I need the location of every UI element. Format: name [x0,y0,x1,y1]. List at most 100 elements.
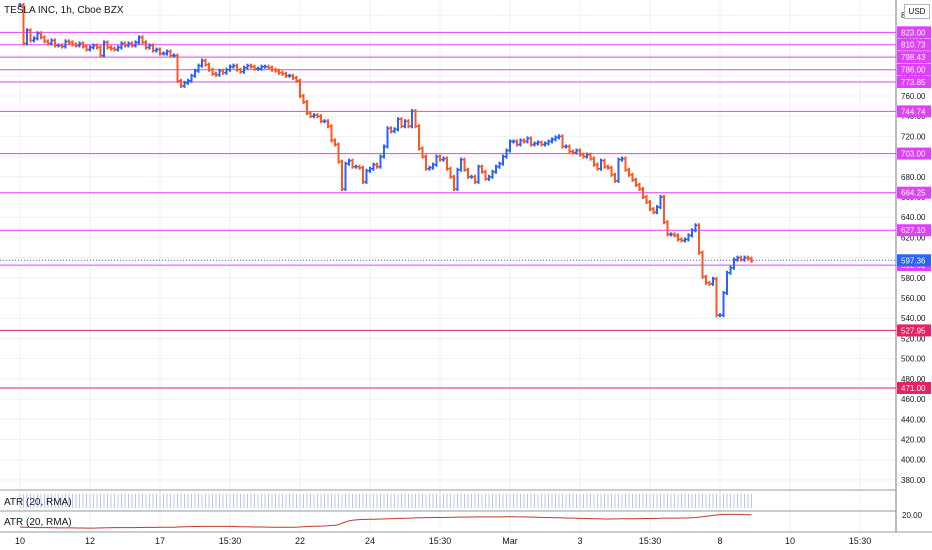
price-bar [413,109,418,129]
y-tick-label: 620.00 [901,233,926,242]
last-price-tag [897,254,931,267]
price-bar [25,28,29,46]
price-bar [305,100,309,116]
x-tick-label: 17 [155,536,165,546]
price-bar [284,71,288,78]
price-bar [609,165,614,177]
price-bar [595,162,600,171]
price-bar [529,136,533,147]
price-bar [508,139,512,153]
level-price-label: 773.85 [901,78,926,87]
level-price-tag [897,63,931,76]
y-tick-label: 520.00 [901,334,926,343]
price-bar [620,156,624,162]
level-price-tag [897,51,931,64]
currency-badge[interactable]: USD [904,4,930,19]
price-bar [56,43,61,48]
price-bar [525,136,530,144]
price-bar [539,140,544,147]
price-bar [329,124,334,143]
price-bar [315,113,320,119]
price-bar [644,194,649,205]
level-price-tag [897,186,931,199]
price-bar [333,138,337,147]
price-bar [74,42,78,48]
atr-value-label: 20.00 [902,511,923,520]
price-bar [518,138,523,147]
level-price-label: 664.25 [901,189,926,198]
price-bar [137,35,141,45]
price-bar [707,280,712,286]
price-bar [693,223,698,233]
price-bar [196,63,201,73]
price-bar [613,172,617,183]
price-bar [515,139,519,147]
price-bar [231,63,236,69]
price-bar [718,313,722,318]
price-bar [469,174,474,179]
y-tick-label: 480.00 [901,375,926,384]
price-bar [228,64,232,72]
y-tick-label: 640.00 [901,213,926,222]
price-bar [375,162,379,169]
level-price-label: 744.74 [901,107,926,116]
price-bar [53,38,57,48]
y-tick-label: 500.00 [901,355,926,364]
price-bar [350,158,355,169]
price-bar [361,165,365,184]
price-bar [473,174,477,184]
price-bar [165,49,169,56]
price-bar [672,232,677,238]
price-bar [161,51,166,56]
price-bar [392,127,397,134]
price-bar [60,43,64,49]
price-bar [63,39,68,49]
price-bar [679,237,684,243]
y-tick-label: 720.00 [901,132,926,141]
chart-title: TESLA INC, 1h, Cboe BZX [4,5,124,16]
level-price-tag [897,224,931,237]
level-price-label: 627.10 [901,226,926,235]
price-bar [630,172,635,182]
price-bar [417,124,421,151]
price-bar [497,161,502,169]
price-bar [728,265,733,275]
price-bar [662,194,666,225]
price-bar [322,119,327,124]
price-bar [749,256,754,263]
y-tick-label: 560.00 [901,294,926,303]
price-bar [690,228,694,238]
price-bar [42,35,47,44]
price-bar [665,220,670,237]
price-bar [578,148,582,157]
price-bar [357,164,362,170]
price-bar [343,161,348,191]
price-bar [112,46,117,52]
price-bar [427,165,432,171]
price-bar [494,164,498,174]
x-tick-label: 24 [365,536,375,546]
y-tick-label: 460.00 [901,395,926,404]
price-bar [32,36,36,43]
price-bar [704,274,708,285]
x-tick-label: 3 [577,536,582,546]
price-bar [455,167,460,191]
price-bar [347,158,351,166]
price-bar [651,207,656,215]
level-price-label: 798.43 [901,53,926,62]
price-bar [406,119,411,129]
price-bar [371,162,376,171]
price-bar [287,73,292,78]
price-bar [364,168,369,184]
y-tick-label: 440.00 [901,415,926,424]
price-bar [67,39,71,45]
level-price-label: 703.00 [901,150,926,159]
price-bar [399,117,404,129]
atr-pane-2-label: ATR (20, RMA) [4,517,72,528]
price-bar [746,255,750,261]
price-bar [385,126,390,149]
level-price-tag [897,75,931,88]
price-bar [480,164,484,174]
price-bar [627,167,631,177]
